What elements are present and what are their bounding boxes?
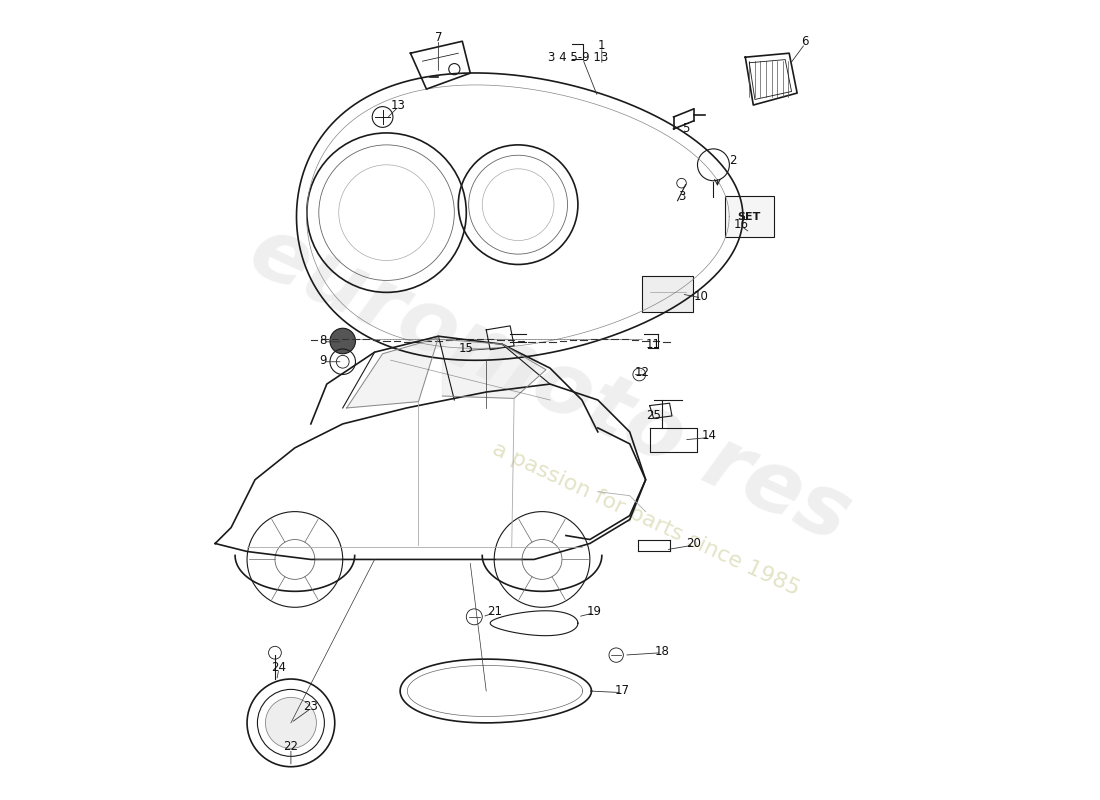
Text: 1: 1 [598,38,606,52]
Text: 14: 14 [702,430,717,442]
Text: 25: 25 [646,410,661,422]
Text: 10: 10 [694,290,708,303]
Text: 15: 15 [459,342,474,354]
Text: 12: 12 [635,366,649,378]
FancyBboxPatch shape [725,196,774,238]
Circle shape [265,698,317,748]
Text: 23: 23 [304,701,318,714]
Text: 5: 5 [682,122,690,135]
Text: 20: 20 [686,537,701,550]
Text: 11: 11 [646,338,661,350]
Text: 9: 9 [319,354,327,366]
Text: 7: 7 [434,30,442,44]
Text: 22: 22 [284,740,298,754]
Text: SET: SET [738,212,761,222]
Polygon shape [442,339,546,398]
Text: 24: 24 [272,661,286,674]
Text: a passion for parts since 1985: a passion for parts since 1985 [488,439,803,600]
Text: 21: 21 [486,605,502,618]
Text: 17: 17 [614,685,629,698]
Text: 8: 8 [319,334,327,346]
Text: 3 4 5-9 13: 3 4 5-9 13 [548,50,608,64]
Text: 6: 6 [802,34,808,48]
Text: 16: 16 [734,218,749,231]
Text: 18: 18 [654,645,669,658]
Polygon shape [346,338,439,408]
Text: 19: 19 [586,605,602,618]
FancyBboxPatch shape [641,277,693,312]
Text: 2: 2 [729,154,737,167]
Text: 3: 3 [678,190,685,203]
Circle shape [330,328,355,354]
Text: euromoto res: euromoto res [236,209,864,559]
Text: 13: 13 [392,98,406,111]
